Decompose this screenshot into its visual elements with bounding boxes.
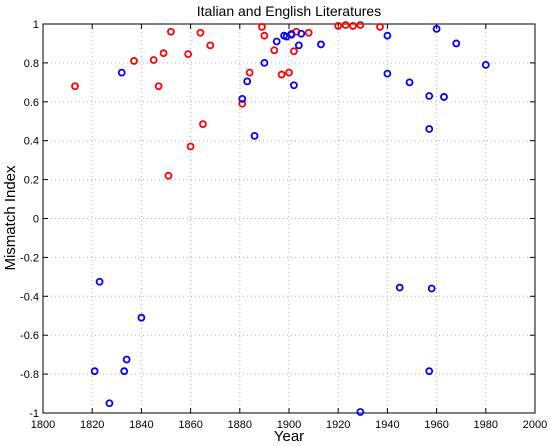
- x-tick-labels: 1800 1820 1840 1860 1880 1900 1920 1940 1960 1980…: [31, 419, 547, 431]
- blue-series-point: [250, 131, 259, 140]
- red-series-point: [206, 41, 215, 50]
- x-tick-label: 1820: [80, 419, 104, 431]
- red-series-point: [164, 171, 173, 180]
- blue-series-point: [452, 39, 461, 48]
- blue-series-point: [294, 41, 303, 50]
- red-series-point: [198, 120, 207, 129]
- y-tick-label: -0.6: [20, 330, 39, 342]
- blue-series-point: [272, 37, 281, 46]
- blue-series-point: [120, 367, 129, 376]
- y-tick-label: 1: [33, 19, 39, 31]
- y-tick-label: -0.8: [20, 369, 39, 381]
- blue-series-point: [137, 313, 146, 322]
- y-tick-label: -0.2: [20, 252, 39, 264]
- blue-series-point: [440, 93, 448, 101]
- blue-series-point: [432, 24, 441, 33]
- plot-frame: [42, 23, 536, 414]
- x-tick-label: 2000: [523, 419, 547, 431]
- grid-lines: [43, 24, 535, 413]
- red-series-point: [304, 28, 313, 37]
- red-series-point: [258, 23, 266, 31]
- blue-series-point: [287, 30, 296, 39]
- red-series-point: [285, 68, 293, 77]
- red-series-point: [270, 46, 279, 55]
- y-tick-label: -0.4: [20, 291, 39, 303]
- blue-series-point: [122, 355, 131, 364]
- x-tick-label: 1900: [277, 419, 301, 431]
- blue-series-point: [383, 31, 392, 40]
- blue-series-point: [383, 69, 392, 78]
- x-axis-label: Year: [274, 428, 304, 445]
- red-series-point: [186, 142, 195, 151]
- red-series-point: [149, 56, 158, 64]
- y-tick-label: 0.6: [24, 97, 39, 109]
- red-series-point: [159, 49, 168, 58]
- blue-series-point: [427, 284, 436, 293]
- red-series-point: [334, 22, 343, 30]
- blue-series-point: [395, 283, 404, 292]
- tick-marks: [42, 23, 536, 414]
- blue-series-point: [425, 367, 434, 376]
- y-tick-label: 0.2: [24, 175, 39, 187]
- red-series-point: [356, 21, 365, 29]
- red-series-point: [341, 21, 350, 29]
- blue-series-point: [238, 94, 247, 103]
- x-tick-label: 1860: [178, 419, 202, 431]
- blue-series-point: [117, 68, 126, 77]
- x-tick-label: 1920: [326, 419, 350, 431]
- y-tick-labels: -1 -0.8 -0.6 -0.4 -0.2 0 0.2 0.4 0.6 0.8 1: [20, 19, 39, 420]
- y-axis-label: Mismatch Index: [2, 165, 19, 271]
- red-series-point: [349, 22, 357, 30]
- blue-series-point: [317, 40, 325, 49]
- x-tick-label: 1980: [474, 419, 498, 431]
- red-series-point: [167, 27, 175, 36]
- blue-series-point: [105, 399, 114, 408]
- red-series-point: [71, 82, 79, 91]
- blue-series-point: [95, 277, 104, 286]
- red-series-point: [130, 57, 138, 65]
- chart-title: Italian and English Literatures: [197, 3, 381, 19]
- blue-series-point: [405, 78, 414, 87]
- blue-series-point: [260, 59, 269, 67]
- x-tick-label: 1840: [129, 419, 153, 431]
- red-series-point: [245, 68, 254, 77]
- red-series-point: [260, 31, 269, 40]
- blue-series-point: [90, 367, 99, 376]
- blue-series-point: [297, 29, 306, 38]
- y-tick-label: -1: [29, 408, 39, 420]
- blue-series-point: [425, 92, 434, 100]
- x-tick-label: 1960: [424, 419, 448, 431]
- y-tick-label: 0.8: [24, 58, 39, 70]
- y-tick-label: 0.4: [24, 136, 39, 148]
- x-tick-label: 1940: [375, 419, 399, 431]
- data-points: [71, 21, 490, 416]
- blue-series-point: [481, 60, 490, 69]
- y-tick-label: 0: [33, 214, 39, 226]
- red-series-point: [154, 82, 163, 91]
- blue-series-point: [425, 125, 434, 133]
- red-series-point: [238, 99, 247, 108]
- blue-series-point: [243, 77, 252, 86]
- blue-series-point: [356, 408, 365, 416]
- x-tick-label: 1800: [31, 419, 55, 431]
- blue-series-point: [290, 81, 298, 90]
- red-series-point: [184, 50, 193, 59]
- red-series-point: [196, 28, 205, 37]
- red-series-point: [376, 23, 384, 31]
- red-series-point: [290, 47, 298, 56]
- x-tick-label: 1880: [228, 419, 252, 431]
- red-series-point: [277, 70, 286, 79]
